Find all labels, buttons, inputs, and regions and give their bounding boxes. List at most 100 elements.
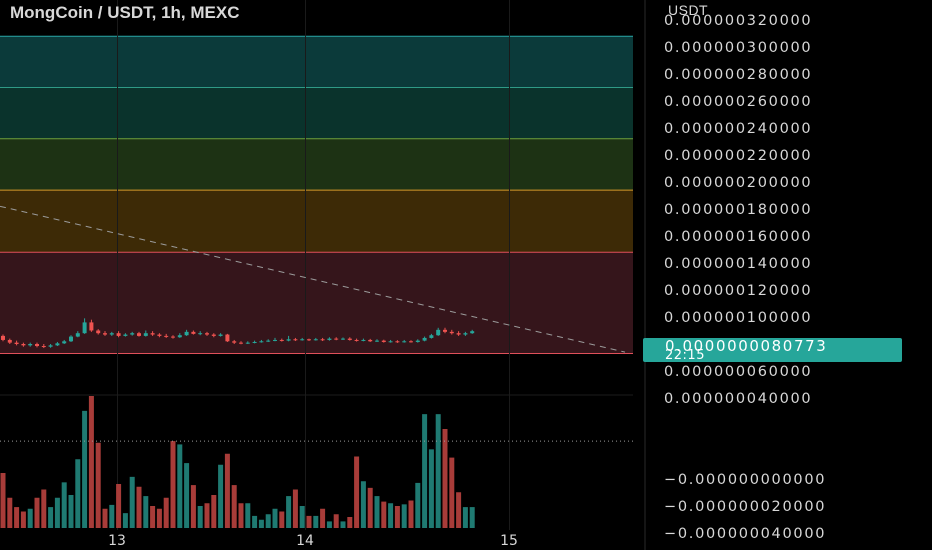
volume-bar xyxy=(171,441,176,528)
candle-body[interactable] xyxy=(151,333,155,334)
candle-body[interactable] xyxy=(300,339,304,340)
candle-body[interactable] xyxy=(164,336,168,337)
candle-body[interactable] xyxy=(8,340,12,343)
candle-body[interactable] xyxy=(470,331,474,333)
price-tick-label: 0.000000300000 xyxy=(664,40,812,56)
candle-body[interactable] xyxy=(42,346,46,347)
candle-body[interactable] xyxy=(117,333,121,336)
candle-body[interactable] xyxy=(239,343,243,344)
candle-body[interactable] xyxy=(287,339,291,340)
volume-bar xyxy=(130,477,135,528)
candle-body[interactable] xyxy=(178,335,182,337)
candle-body[interactable] xyxy=(273,340,277,341)
volume-bar xyxy=(402,504,407,528)
candle-body[interactable] xyxy=(171,337,175,338)
volume-bar xyxy=(361,481,366,528)
price-axis[interactable]: 0.000000320000 0.000000300000 0.0000002800… xyxy=(664,13,826,542)
candle-body[interactable] xyxy=(327,339,331,340)
candle-body[interactable] xyxy=(457,333,461,334)
candle-body[interactable] xyxy=(348,339,352,340)
volume-bar xyxy=(429,449,434,528)
candle-body[interactable] xyxy=(355,340,359,341)
candle-body[interactable] xyxy=(225,335,229,342)
candle-body[interactable] xyxy=(253,342,257,343)
candle-body[interactable] xyxy=(416,341,420,342)
volume-bar xyxy=(191,485,196,528)
candle-body[interactable] xyxy=(1,336,5,340)
candle-body[interactable] xyxy=(96,331,100,334)
candle-body[interactable] xyxy=(280,340,284,341)
volume-bar xyxy=(7,498,12,528)
time-tick-label: 13 xyxy=(108,533,126,549)
candle-body[interactable] xyxy=(402,341,406,342)
candle-body[interactable] xyxy=(89,322,93,330)
candle-body[interactable] xyxy=(450,332,454,333)
candle-body[interactable] xyxy=(212,335,216,336)
candle-body[interactable] xyxy=(436,330,440,335)
candle-body[interactable] xyxy=(423,338,427,341)
price-zones xyxy=(0,36,633,353)
candle-body[interactable] xyxy=(21,344,25,345)
candle-body[interactable] xyxy=(28,344,32,345)
candle-body[interactable] xyxy=(334,339,338,340)
candle-body[interactable] xyxy=(144,333,148,336)
volume-bar xyxy=(41,490,46,529)
volume-bar xyxy=(409,501,414,529)
candle-body[interactable] xyxy=(246,343,250,344)
price-tick-label: −0.000000020000 xyxy=(664,499,826,515)
candle-body[interactable] xyxy=(259,341,263,342)
volume-bar xyxy=(293,490,298,529)
candle-body[interactable] xyxy=(293,339,297,340)
candle-body[interactable] xyxy=(341,339,345,340)
price-zone-3 xyxy=(0,190,633,252)
candle-body[interactable] xyxy=(49,345,53,346)
candle-body[interactable] xyxy=(83,322,87,333)
chart-title: MongCoin / USDT, 1h, MEXC xyxy=(10,3,240,23)
candle-body[interactable] xyxy=(375,341,379,342)
candle-body[interactable] xyxy=(368,340,372,341)
candle-body[interactable] xyxy=(35,344,39,346)
volume-bar xyxy=(157,509,162,528)
candle-body[interactable] xyxy=(185,332,189,335)
candle-body[interactable] xyxy=(69,337,73,342)
candle-body[interactable] xyxy=(463,333,467,334)
candle-body[interactable] xyxy=(110,333,114,334)
candle-body[interactable] xyxy=(198,333,202,334)
volume-bar xyxy=(69,495,74,528)
volume-bar xyxy=(395,506,400,528)
time-tick-label: 15 xyxy=(500,533,518,549)
candle-body[interactable] xyxy=(389,341,393,342)
time-axis[interactable]: 13 14 15 xyxy=(108,533,518,549)
candle-body[interactable] xyxy=(15,343,19,344)
candle-body[interactable] xyxy=(76,333,80,336)
candle-body[interactable] xyxy=(55,343,59,345)
candle-body[interactable] xyxy=(409,341,413,342)
candle-body[interactable] xyxy=(321,339,325,340)
candle-body[interactable] xyxy=(266,341,270,342)
candle-body[interactable] xyxy=(157,335,161,336)
candle-body[interactable] xyxy=(307,339,311,340)
candle-body[interactable] xyxy=(429,335,433,338)
candle-body[interactable] xyxy=(205,333,209,334)
candle-body[interactable] xyxy=(103,333,107,334)
volume-bar xyxy=(286,496,291,528)
candle-body[interactable] xyxy=(361,340,365,341)
volume-bar xyxy=(313,516,318,528)
candle-body[interactable] xyxy=(382,341,386,342)
candle-body[interactable] xyxy=(130,333,134,334)
candle-body[interactable] xyxy=(123,335,127,336)
candle-body[interactable] xyxy=(191,332,195,334)
candle-body[interactable] xyxy=(395,341,399,342)
candle-body[interactable] xyxy=(137,333,141,336)
volume-bar xyxy=(62,482,67,528)
candle-body[interactable] xyxy=(314,339,318,340)
candle-body[interactable] xyxy=(443,330,447,332)
volume-bar xyxy=(341,521,346,528)
price-tick-label: 0.000000060000 xyxy=(664,364,812,380)
candle-body[interactable] xyxy=(219,335,223,336)
price-tick-label: 0.000000100000 xyxy=(664,310,812,326)
candle-body[interactable] xyxy=(62,341,66,343)
volume-bar xyxy=(198,506,203,528)
candle-body[interactable] xyxy=(232,341,236,342)
